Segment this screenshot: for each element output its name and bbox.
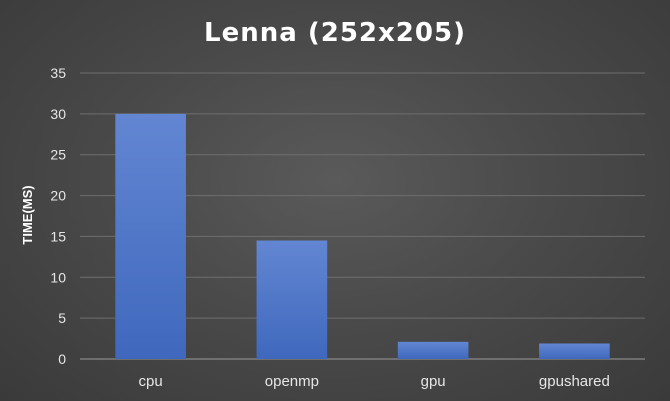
chart-title: Lenna (252x205) (204, 18, 466, 48)
x-tick-label-openmp: openmp (265, 373, 319, 390)
y-tick-label: 35 (50, 65, 66, 81)
x-tick-labels: cpu openmp gpu gpushared (139, 373, 610, 390)
bar-gpu (397, 341, 469, 359)
y-tick-label: 20 (50, 188, 66, 204)
bars (115, 113, 610, 359)
x-tick-label-gpu: gpu (421, 373, 446, 390)
y-tick-label: 5 (58, 310, 66, 326)
y-tick-label: 25 (50, 147, 66, 163)
y-tick-label: 15 (50, 228, 66, 244)
y-tick-label: 0 (58, 351, 66, 367)
x-tick-label-cpu: cpu (139, 373, 163, 390)
bar-cpu (115, 113, 186, 359)
y-tick-label: 10 (50, 269, 66, 285)
x-tick-label-gpushared: gpushared (539, 373, 610, 390)
bar-openmp (256, 240, 328, 359)
y-tick-label: 30 (50, 106, 66, 122)
y-tick-labels: 0 5 10 15 20 25 30 35 (50, 65, 66, 367)
y-axis-label: TIME(MS) (20, 185, 35, 244)
bar-gpushared (539, 343, 610, 359)
